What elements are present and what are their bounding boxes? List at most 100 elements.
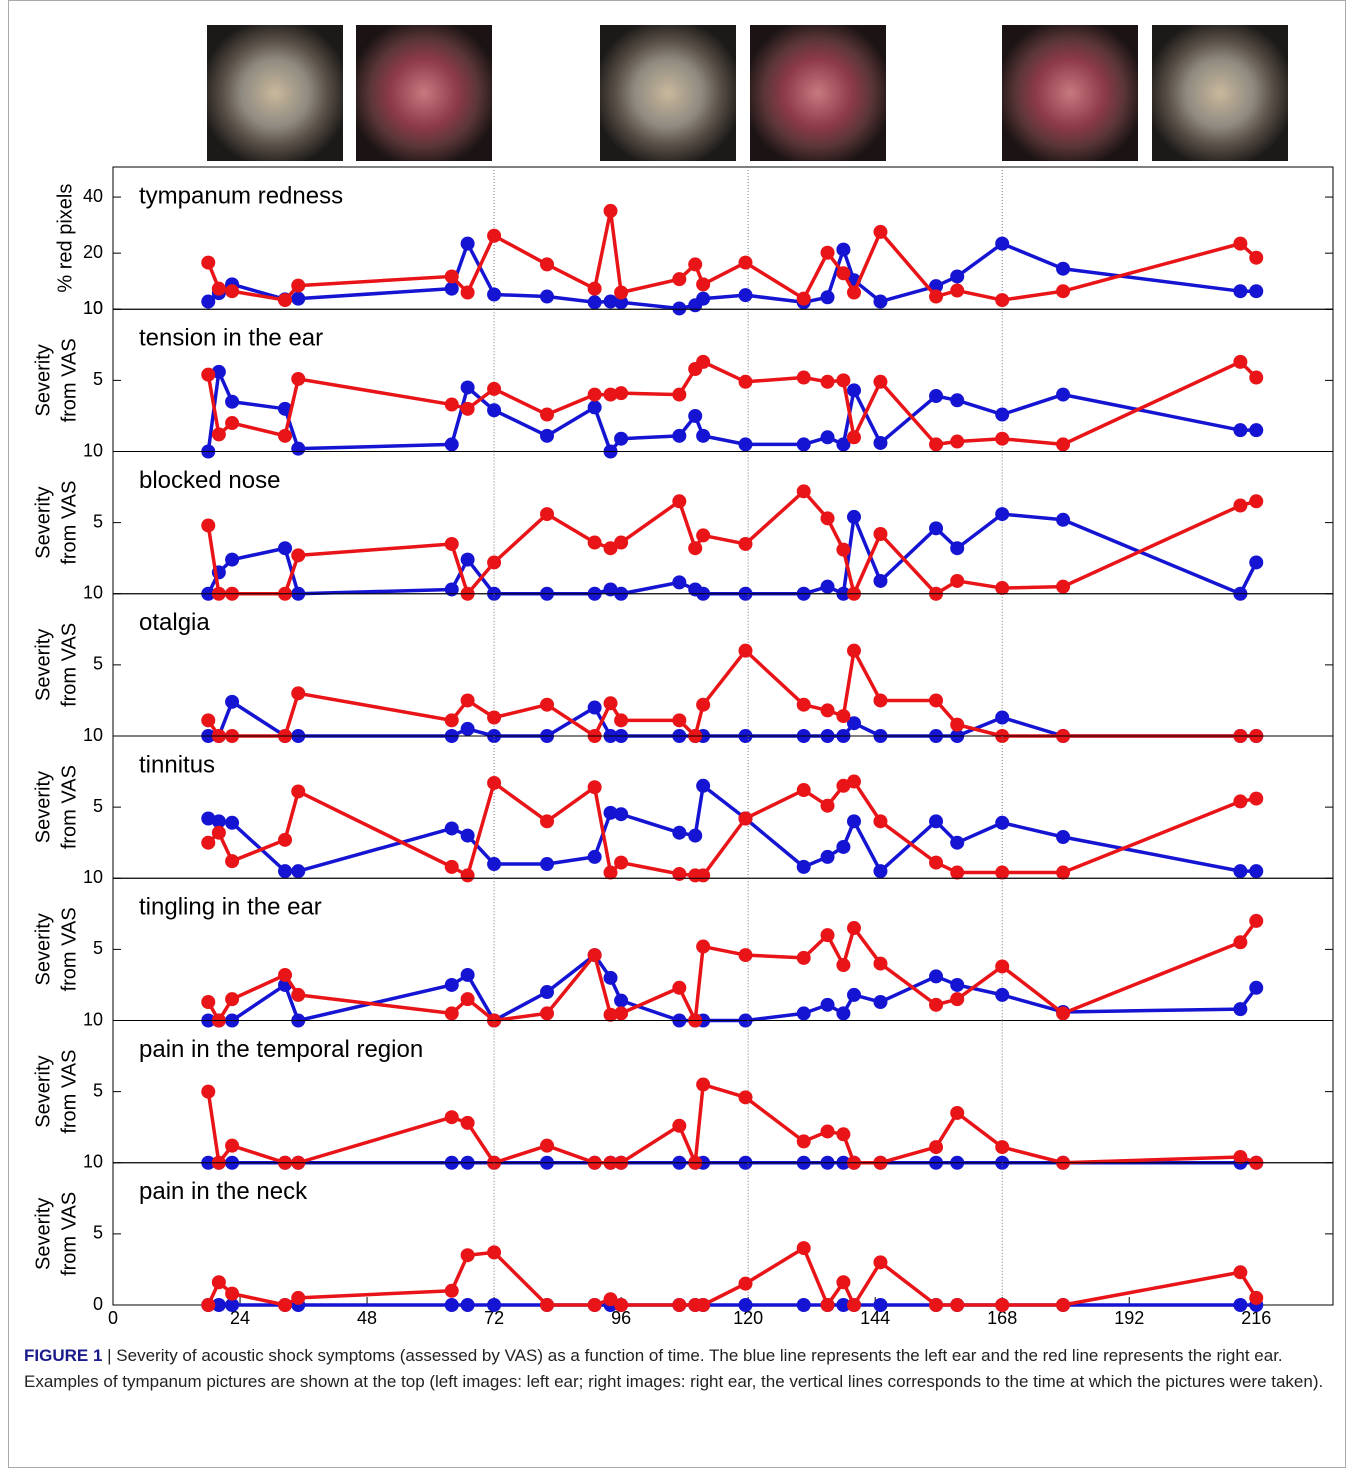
data-point bbox=[587, 948, 602, 963]
data-point bbox=[291, 371, 306, 386]
data-point bbox=[278, 1298, 293, 1312]
data-point bbox=[929, 279, 944, 294]
data-point bbox=[444, 1298, 459, 1312]
data-point bbox=[1233, 284, 1248, 299]
data-point bbox=[995, 581, 1010, 596]
panel-title: pain in the temporal region bbox=[139, 1036, 423, 1063]
x-tick-label: 96 bbox=[611, 1308, 631, 1328]
data-point bbox=[460, 1298, 475, 1312]
data-point bbox=[603, 541, 618, 556]
data-point bbox=[995, 507, 1010, 522]
data-point bbox=[995, 710, 1010, 725]
data-point bbox=[291, 987, 306, 1002]
y-tick-label: 5 bbox=[93, 369, 103, 389]
series-line bbox=[206, 370, 1257, 454]
plot-frame bbox=[112, 451, 1334, 595]
data-point bbox=[291, 291, 306, 306]
data-point bbox=[672, 980, 687, 995]
data-point bbox=[444, 1283, 459, 1298]
data-point bbox=[460, 236, 475, 251]
data-point bbox=[836, 266, 851, 281]
data-point bbox=[796, 697, 811, 712]
data-point bbox=[291, 278, 306, 293]
y-axis-label: from VAS bbox=[58, 338, 80, 422]
data-point bbox=[846, 285, 861, 300]
data-point bbox=[836, 958, 851, 973]
data-point bbox=[603, 865, 618, 880]
data-point bbox=[950, 717, 965, 732]
panel-title: tinnitus bbox=[139, 751, 215, 778]
data-point bbox=[225, 284, 240, 299]
y-tick-label: 5 bbox=[93, 1080, 103, 1100]
x-tick-label: 0 bbox=[108, 1308, 118, 1328]
caption-label: FIGURE 1 bbox=[24, 1346, 103, 1365]
data-point bbox=[672, 387, 687, 402]
data-point bbox=[672, 1298, 687, 1312]
data-point bbox=[873, 294, 888, 309]
data-point bbox=[603, 805, 618, 820]
data-point bbox=[1249, 864, 1264, 879]
data-point bbox=[1233, 1150, 1248, 1165]
data-point bbox=[929, 389, 944, 404]
series-line bbox=[207, 241, 1257, 311]
data-point bbox=[796, 950, 811, 965]
data-point bbox=[587, 281, 602, 296]
data-point bbox=[738, 811, 753, 826]
data-point bbox=[587, 535, 602, 550]
caption-separator: | bbox=[107, 1346, 112, 1365]
data-point bbox=[587, 1298, 602, 1312]
panel-title: pain in the neck bbox=[139, 1178, 308, 1205]
data-point bbox=[201, 995, 216, 1010]
data-point bbox=[201, 1298, 216, 1312]
y-axis-label: from VAS bbox=[58, 1050, 80, 1134]
y-axis-label: Severity bbox=[32, 487, 54, 559]
data-point bbox=[1249, 1290, 1264, 1305]
data-point bbox=[540, 257, 555, 272]
data-point bbox=[672, 866, 687, 881]
data-point bbox=[201, 713, 216, 728]
data-point bbox=[225, 1286, 240, 1301]
x-tick-label: 120 bbox=[733, 1308, 763, 1328]
data-point bbox=[672, 825, 687, 840]
series-line bbox=[207, 779, 1257, 878]
y-axis-label: Severity bbox=[32, 913, 54, 985]
data-point bbox=[696, 354, 711, 369]
data-point bbox=[444, 281, 459, 296]
y-tick-label: 5 bbox=[93, 796, 103, 816]
data-point bbox=[614, 993, 629, 1008]
data-point bbox=[1056, 1006, 1071, 1021]
data-point bbox=[738, 374, 753, 389]
data-point bbox=[836, 542, 851, 557]
data-point bbox=[1056, 387, 1071, 402]
data-point bbox=[587, 780, 602, 795]
caption-text: Severity of acoustic shock symptoms (ass… bbox=[24, 1346, 1324, 1391]
data-point bbox=[1249, 423, 1264, 438]
data-point bbox=[820, 290, 835, 305]
data-point bbox=[603, 582, 618, 597]
data-point bbox=[460, 967, 475, 982]
data-point bbox=[1249, 980, 1264, 995]
data-point bbox=[587, 849, 602, 864]
plot-frame bbox=[112, 593, 1334, 737]
series-line bbox=[206, 1246, 1258, 1307]
data-point bbox=[614, 285, 629, 300]
data-point bbox=[540, 857, 555, 872]
data-point bbox=[696, 1077, 711, 1092]
data-point bbox=[1056, 579, 1071, 594]
data-point bbox=[225, 416, 240, 431]
data-point bbox=[929, 1298, 944, 1312]
data-point bbox=[460, 693, 475, 708]
data-point bbox=[1233, 1298, 1248, 1312]
data-point bbox=[487, 381, 502, 396]
data-point bbox=[672, 575, 687, 590]
x-tick-label: 48 bbox=[357, 1308, 377, 1328]
data-point bbox=[201, 811, 216, 826]
y-tick-label: 5 bbox=[93, 938, 103, 958]
data-point bbox=[738, 288, 753, 303]
y-tick-label: 10 bbox=[83, 1009, 103, 1029]
data-point bbox=[487, 403, 502, 418]
data-point bbox=[820, 798, 835, 813]
data-point bbox=[820, 374, 835, 389]
data-point bbox=[201, 835, 216, 850]
y-axis-label: % red pixels bbox=[54, 184, 76, 293]
